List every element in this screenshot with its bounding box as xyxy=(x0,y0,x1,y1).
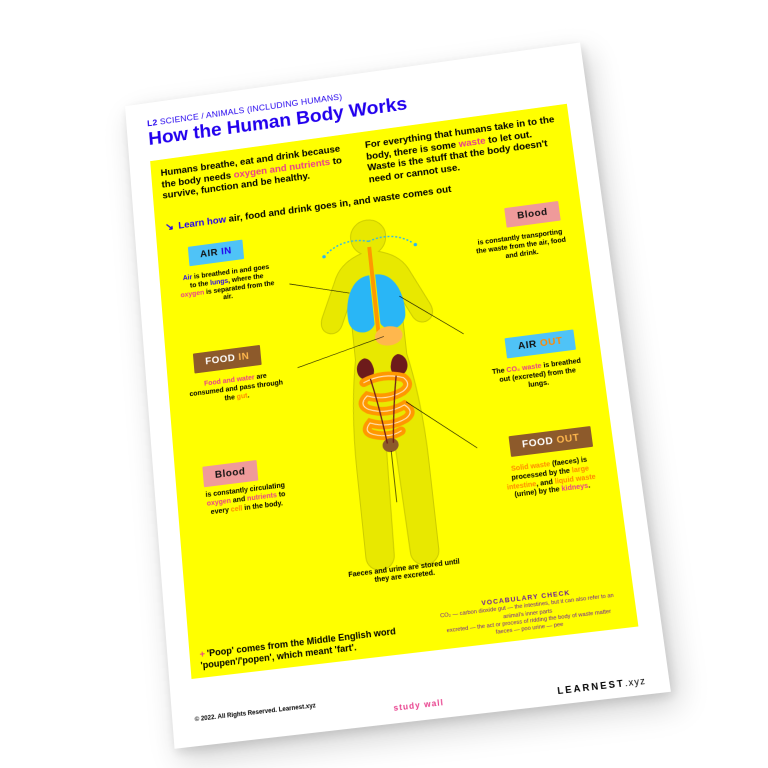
pill-air-out-a: AIR xyxy=(517,339,537,352)
caption-excretion: Faeces and urine are stored until they a… xyxy=(348,558,461,589)
t: Air xyxy=(183,274,193,282)
pill-air-in-b: IN xyxy=(221,246,232,258)
pill-air-out-b: OUT xyxy=(539,336,563,349)
content-panel: Humans breathe, eat and drink because th… xyxy=(150,104,638,679)
t: gut xyxy=(236,392,247,400)
footer-block: +'Poop' comes from the Middle English wo… xyxy=(199,598,627,671)
pill-blood-left: Blood xyxy=(202,460,258,487)
t: , and xyxy=(536,478,555,487)
scene: L2 SCIENCE / ANIMALS (INCLUDING HUMANS) … xyxy=(0,0,768,768)
pill-food-in-a: FOOD xyxy=(205,353,236,367)
t: . xyxy=(247,392,250,399)
plus-icon: + xyxy=(199,648,205,659)
pill-air-out: AIR OUT xyxy=(505,329,576,358)
level-tag: L2 xyxy=(147,118,158,128)
t: . xyxy=(588,483,591,490)
caption-blood-left: is constantly circulating oxygen and nut… xyxy=(197,481,296,519)
pill-air-in: AIR IN xyxy=(188,240,244,267)
brand-mark: LEARNEST.xyz xyxy=(557,675,647,696)
t: cell xyxy=(231,505,243,513)
fun-fact: +'Poop' comes from the Middle English wo… xyxy=(199,621,433,672)
pill-blood-right: Blood xyxy=(504,201,560,228)
caption-air-out: The CO₂ waste is breathed out (excreted)… xyxy=(487,357,588,395)
poster-page: L2 SCIENCE / ANIMALS (INCLUDING HUMANS) … xyxy=(125,43,671,749)
pill-food-out-a: FOOD xyxy=(521,436,554,451)
pill-food-in: FOOD IN xyxy=(193,345,262,374)
caption-blood-right: is constantly transporting the waste fro… xyxy=(471,228,571,265)
t: The xyxy=(492,367,507,376)
t: oxygen xyxy=(180,289,204,299)
copyright: © 2022. All Rights Reserved. Learnest.xy… xyxy=(195,703,317,723)
body-diagram: AIR IN FOOD IN Blood Blood AIR OUT FOOD … xyxy=(166,188,618,607)
down-arrow-icon: ↘ xyxy=(165,221,175,233)
caption-food-out: Solid waste (faeces) is processed by the… xyxy=(499,455,603,502)
fun-fact-text: 'Poop' comes from the Middle English wor… xyxy=(200,625,396,670)
study-wall-label: study wall xyxy=(393,698,444,713)
t: and xyxy=(231,496,248,505)
human-body-svg xyxy=(284,204,491,582)
brand-b: .xyz xyxy=(624,675,646,688)
pill-air-in-a: AIR xyxy=(200,248,219,261)
pill-food-out: FOOD OUT xyxy=(509,426,593,457)
t: kidneys xyxy=(561,483,589,493)
caption-food-in: Food and water are consumed and pass thr… xyxy=(187,371,285,408)
caption-air-in: Air is breathed in and goes to the lungs… xyxy=(179,264,276,309)
pill-food-in-b: IN xyxy=(238,351,250,363)
t: is constantly transporting the waste fro… xyxy=(476,229,566,260)
vocab-check: VOCABULARY CHECK CO₂ — carbon dioxide gu… xyxy=(430,583,628,644)
pill-food-out-b: OUT xyxy=(556,432,580,446)
learn-lead: Learn how xyxy=(178,215,227,231)
brand-a: LEARNEST xyxy=(557,678,626,696)
